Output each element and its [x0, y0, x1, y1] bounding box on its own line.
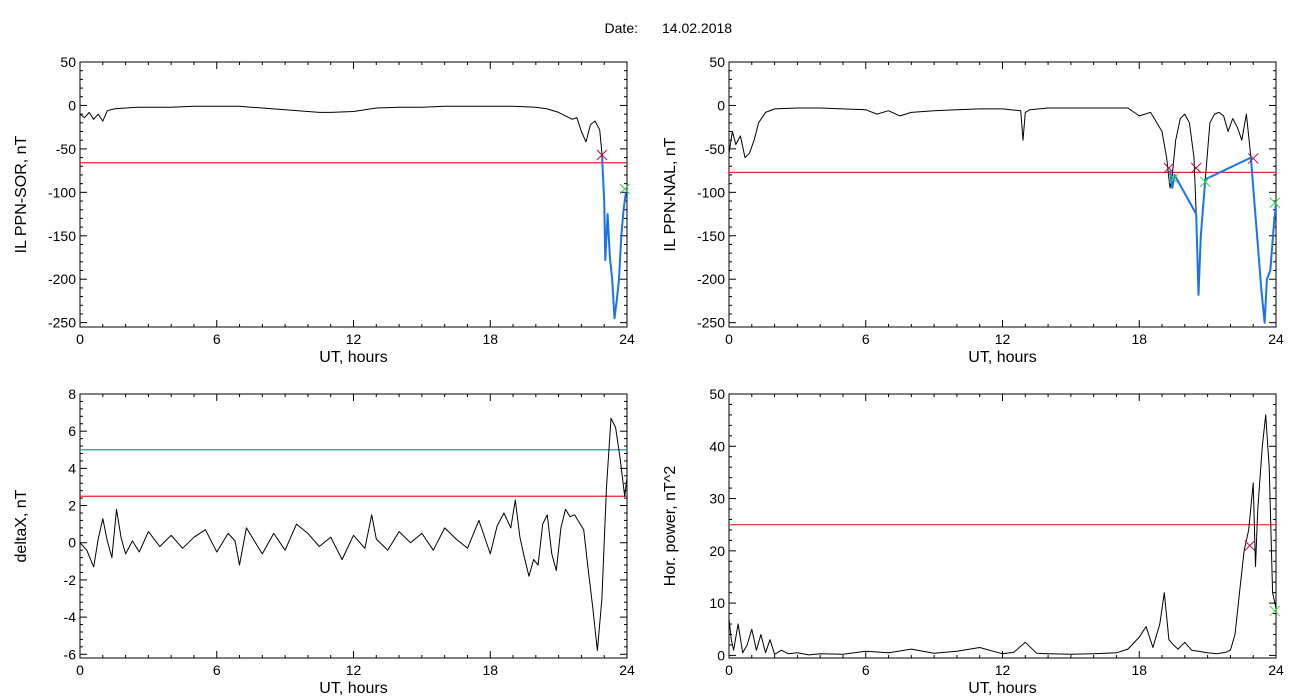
x-tick-label: 0: [725, 331, 733, 347]
y-tick-label: -4: [64, 609, 77, 625]
event-series-line: [600, 153, 627, 320]
series-line: [729, 414, 1276, 656]
y-tick-label: 0: [68, 535, 76, 551]
y-tick-label: -50: [705, 141, 725, 157]
y-tick-label: -6: [64, 646, 77, 662]
x-tick-label: 6: [213, 662, 221, 678]
chart-bottom-left: 0 6 12 18 24 8 6 4 2 0 -2 -4 -6 UT, hours deltaX, nT: [13, 386, 635, 697]
y-tick-label: 50: [709, 54, 725, 70]
x-tick-label: 0: [725, 662, 733, 678]
x-tick-label: 24: [1268, 331, 1284, 347]
chart-top-right: 0 6 12 18 24 50 0 -50 -100 -150 -200 -250 UT, hours I…: [662, 54, 1284, 366]
x-axis-label: UT, hours: [319, 349, 387, 366]
y-axis-label: deltaX, nT: [13, 489, 30, 562]
x-tick-label: 18: [482, 662, 498, 678]
y-tick-label: 0: [68, 97, 76, 113]
y-tick-label: 6: [68, 423, 76, 439]
x-tick-label: 12: [995, 662, 1011, 678]
plot-area: [80, 105, 627, 320]
x-marker: [596, 149, 608, 161]
y-tick-label: -100: [697, 184, 725, 200]
plot-frame: [79, 393, 628, 659]
x-tick-label: 6: [862, 331, 870, 347]
y-tick-label: -100: [48, 184, 76, 200]
x-marker: [1168, 173, 1179, 184]
x-tick-label: 12: [346, 662, 362, 678]
date-value: 14.02.2018: [662, 20, 732, 36]
y-tick-label: -150: [48, 228, 76, 244]
y-tick-label: 40: [709, 438, 725, 454]
y-tick-label: -250: [48, 315, 76, 331]
date-label: Date:: [605, 20, 638, 36]
chart-top-left: 0 6 12 18 24 50 0 -50 -100 -150 -200 -250 UT, hours I…: [13, 54, 635, 366]
plot-area: [729, 414, 1276, 656]
x-marker: [1269, 197, 1281, 209]
x-marker: [1269, 605, 1281, 617]
y-tick-label: 0: [717, 97, 725, 113]
y-tick-label: 4: [68, 460, 76, 476]
series-line: [80, 417, 627, 652]
plot-area: [729, 107, 1276, 324]
y-axis-label: IL PPN-NAL, nT: [662, 137, 679, 251]
plot-frame: [728, 393, 1277, 659]
y-tick-label: 50: [709, 386, 725, 402]
plot-frame: [728, 61, 1277, 328]
x-marker: [1244, 540, 1256, 551]
chart-bottom-right: 0 6 12 18 24 50 40 30 20 10 0 UT, hours Hor. power, …: [662, 386, 1284, 697]
y-tick-label: -150: [697, 228, 725, 244]
x-tick-label: 24: [619, 331, 635, 347]
y-tick-label: 10: [709, 595, 725, 611]
y-tick-label: -250: [697, 315, 725, 331]
x-tick-label: 12: [346, 331, 362, 347]
x-tick-label: 18: [1131, 331, 1147, 347]
x-tick-label: 6: [213, 331, 221, 347]
y-tick-label: -50: [56, 141, 76, 157]
y-tick-label: -200: [697, 271, 725, 287]
series-line: [80, 105, 603, 154]
y-tick-label: -2: [64, 572, 77, 588]
x-tick-label: 18: [1131, 662, 1147, 678]
x-tick-label: 18: [482, 331, 498, 347]
x-tick-label: 12: [995, 331, 1011, 347]
y-tick-label: 0: [717, 647, 725, 663]
plot-area: [80, 417, 627, 652]
x-marker: [1199, 176, 1211, 188]
x-marker: [1163, 162, 1175, 174]
x-marker: [1247, 153, 1259, 164]
y-tick-label: 8: [68, 386, 76, 402]
y-axis-label: IL PPN-SOR, nT: [13, 135, 30, 253]
x-marker: [619, 183, 631, 195]
y-tick-label: 50: [60, 54, 76, 70]
y-tick-label: 2: [68, 498, 76, 514]
x-marker: [1190, 162, 1202, 174]
y-tick-label: 20: [709, 543, 725, 559]
x-tick-label: 24: [1268, 662, 1284, 678]
x-tick-label: 0: [76, 331, 84, 347]
x-tick-label: 6: [862, 662, 870, 678]
plot-frame: [79, 61, 628, 328]
x-tick-label: 24: [619, 662, 635, 678]
y-tick-label: -200: [48, 271, 76, 287]
x-axis-label: UT, hours: [968, 680, 1036, 697]
y-tick-label: 30: [709, 491, 725, 507]
series-line: [729, 107, 1252, 296]
x-tick-label: 0: [76, 662, 84, 678]
x-axis-label: UT, hours: [968, 349, 1036, 366]
figure-header: Date: 14.02.2018: [605, 20, 733, 36]
y-axis-label: Hor. power, nT^2: [662, 466, 679, 587]
x-axis-label: UT, hours: [319, 680, 387, 697]
event-series-line: [1169, 156, 1276, 324]
